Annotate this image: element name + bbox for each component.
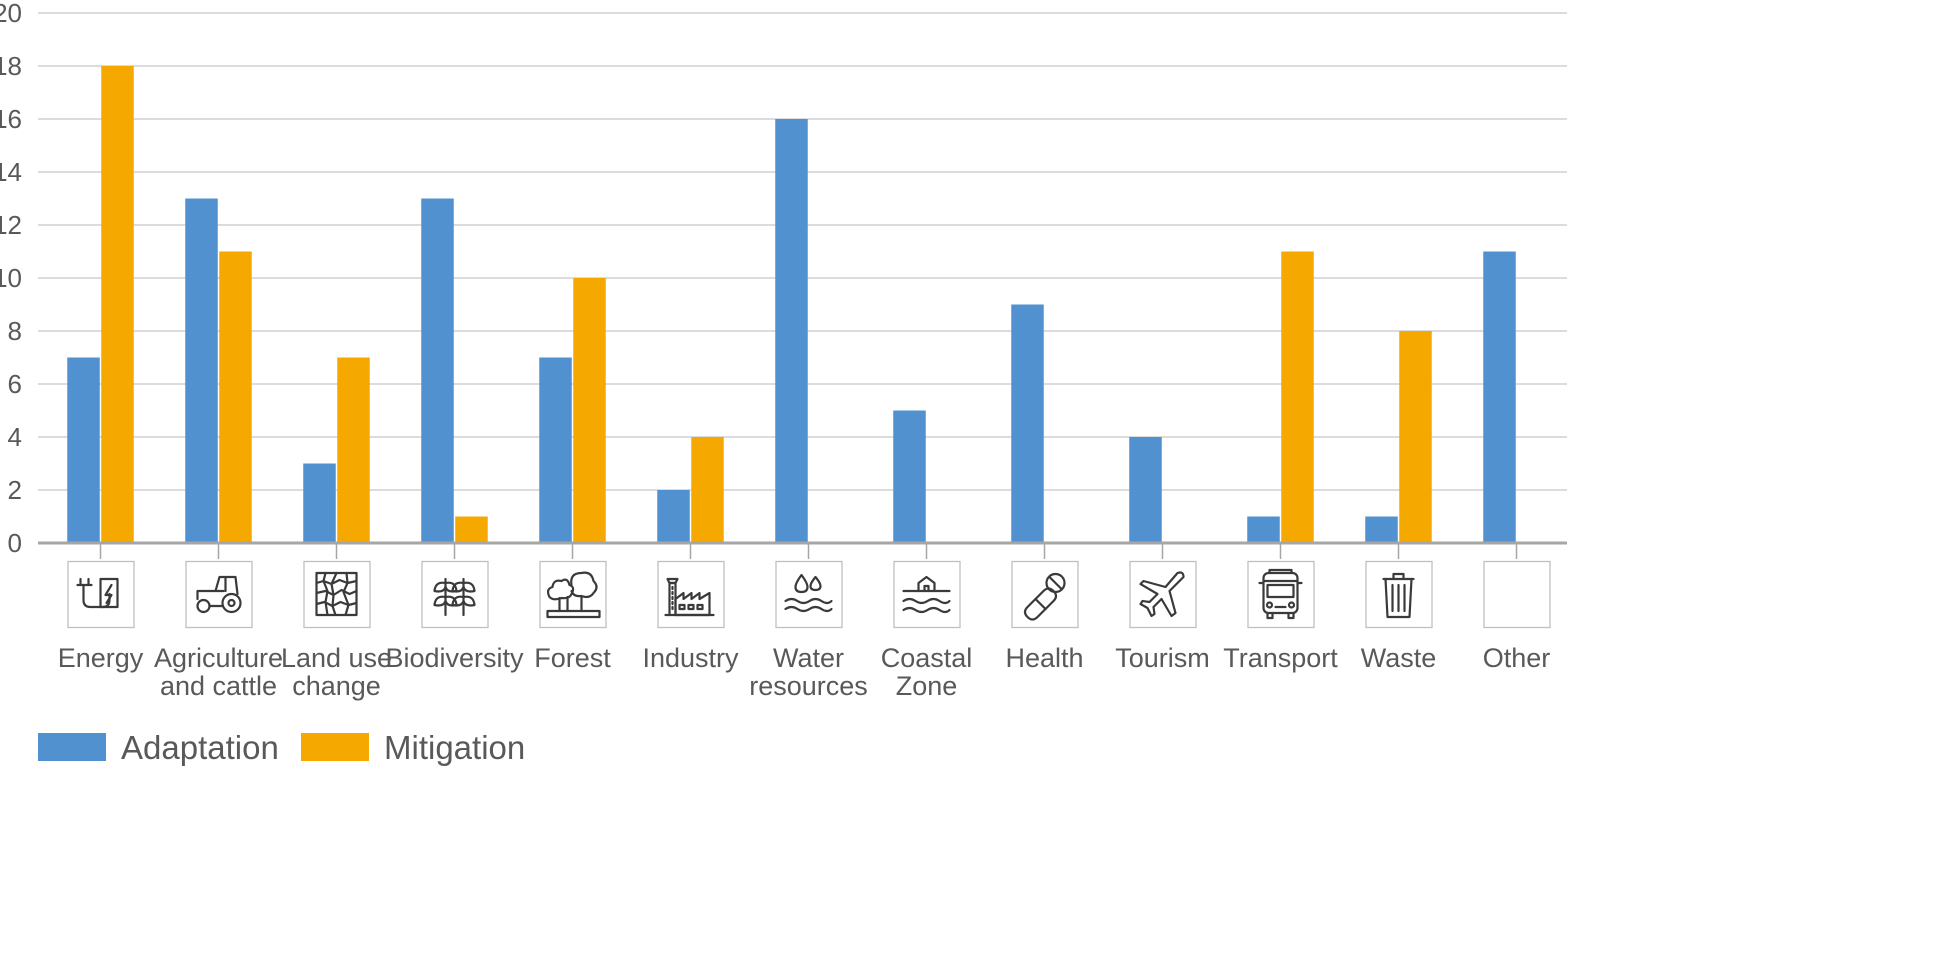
y-tick-label: 14 xyxy=(0,157,22,187)
bar-mitigation xyxy=(219,251,252,543)
x-tick-label: Coastal xyxy=(881,643,973,673)
bar-mitigation xyxy=(573,278,606,543)
energy-plug-icon xyxy=(67,560,135,629)
legend-item-mitigation: Mitigation xyxy=(301,729,525,766)
x-tick-label: Biodiversity xyxy=(385,643,524,673)
bar-adaptation xyxy=(1483,251,1516,543)
legend-swatch xyxy=(38,733,106,761)
x-axis xyxy=(38,541,1567,559)
trash-bin-icon xyxy=(1365,560,1433,629)
x-tick-label: Other xyxy=(1483,643,1551,673)
y-tick-label: 12 xyxy=(0,210,22,240)
airplane-icon xyxy=(1129,560,1197,629)
bars xyxy=(67,66,1516,543)
bar-adaptation xyxy=(1129,437,1162,543)
plants-icon xyxy=(421,560,489,629)
bar-adaptation xyxy=(185,198,218,543)
y-tick-label: 6 xyxy=(8,369,22,399)
category-icons xyxy=(67,560,1551,629)
x-tick-label: Water xyxy=(773,643,844,673)
y-tick-label: 10 xyxy=(0,263,22,293)
y-tick-label: 8 xyxy=(8,316,22,346)
x-tick-label: resources xyxy=(749,671,868,701)
coastal-house-icon xyxy=(893,560,961,629)
x-tick-label: Agriculture xyxy=(154,643,283,673)
y-tick-label: 2 xyxy=(8,475,22,505)
water-drops-icon xyxy=(775,560,843,629)
bar-mitigation xyxy=(337,357,370,543)
legend-label: Mitigation xyxy=(384,729,525,766)
y-tick-label: 16 xyxy=(0,104,22,134)
bar-adaptation xyxy=(303,463,336,543)
empty-icon-box xyxy=(1483,560,1551,629)
y-tick-label: 20 xyxy=(0,0,22,28)
bar-mitigation xyxy=(1399,331,1432,543)
bar-mitigation xyxy=(101,66,134,543)
y-tick-label: 0 xyxy=(8,528,22,558)
x-tick-label: Zone xyxy=(896,671,958,701)
bar-adaptation xyxy=(893,410,926,543)
bar-adaptation xyxy=(539,357,572,543)
x-tick-label: change xyxy=(292,671,381,701)
legend-item-adaptation: Adaptation xyxy=(38,729,279,766)
bar-adaptation xyxy=(1247,516,1280,543)
pills-icon xyxy=(1011,560,1079,629)
x-tick-label: Tourism xyxy=(1115,643,1210,673)
y-tick-label: 18 xyxy=(0,51,22,81)
bar-mitigation xyxy=(455,516,488,543)
x-tick-label: Health xyxy=(1005,643,1083,673)
bar-adaptation xyxy=(775,119,808,543)
bar-mitigation xyxy=(691,437,724,543)
x-tick-label: Industry xyxy=(642,643,739,673)
trees-icon xyxy=(539,560,607,629)
x-tick-label: Land use xyxy=(281,643,392,673)
x-tick-label: Energy xyxy=(58,643,144,673)
x-tick-label: and cattle xyxy=(160,671,277,701)
bar-adaptation xyxy=(421,198,454,543)
bar-mitigation xyxy=(1281,251,1314,543)
bus-icon xyxy=(1247,560,1315,629)
x-tick-label: Transport xyxy=(1223,643,1338,673)
land-grid-icon xyxy=(303,560,371,629)
tractor-icon xyxy=(185,560,253,629)
factory-icon xyxy=(657,560,725,629)
y-tick-label: 4 xyxy=(8,422,22,452)
legend-label: Adaptation xyxy=(121,729,279,766)
bar-adaptation xyxy=(1011,304,1044,543)
legend: Adaptation Mitigation xyxy=(38,729,525,766)
x-tick-label: Waste xyxy=(1361,643,1437,673)
bar-adaptation xyxy=(657,490,690,543)
x-tick-label: Forest xyxy=(534,643,611,673)
bar-adaptation xyxy=(67,357,100,543)
bar-adaptation xyxy=(1365,516,1398,543)
y-axis-ticks: 0 2 4 6 8 10 12 14 16 18 20 xyxy=(0,0,22,558)
legend-swatch xyxy=(301,733,369,761)
